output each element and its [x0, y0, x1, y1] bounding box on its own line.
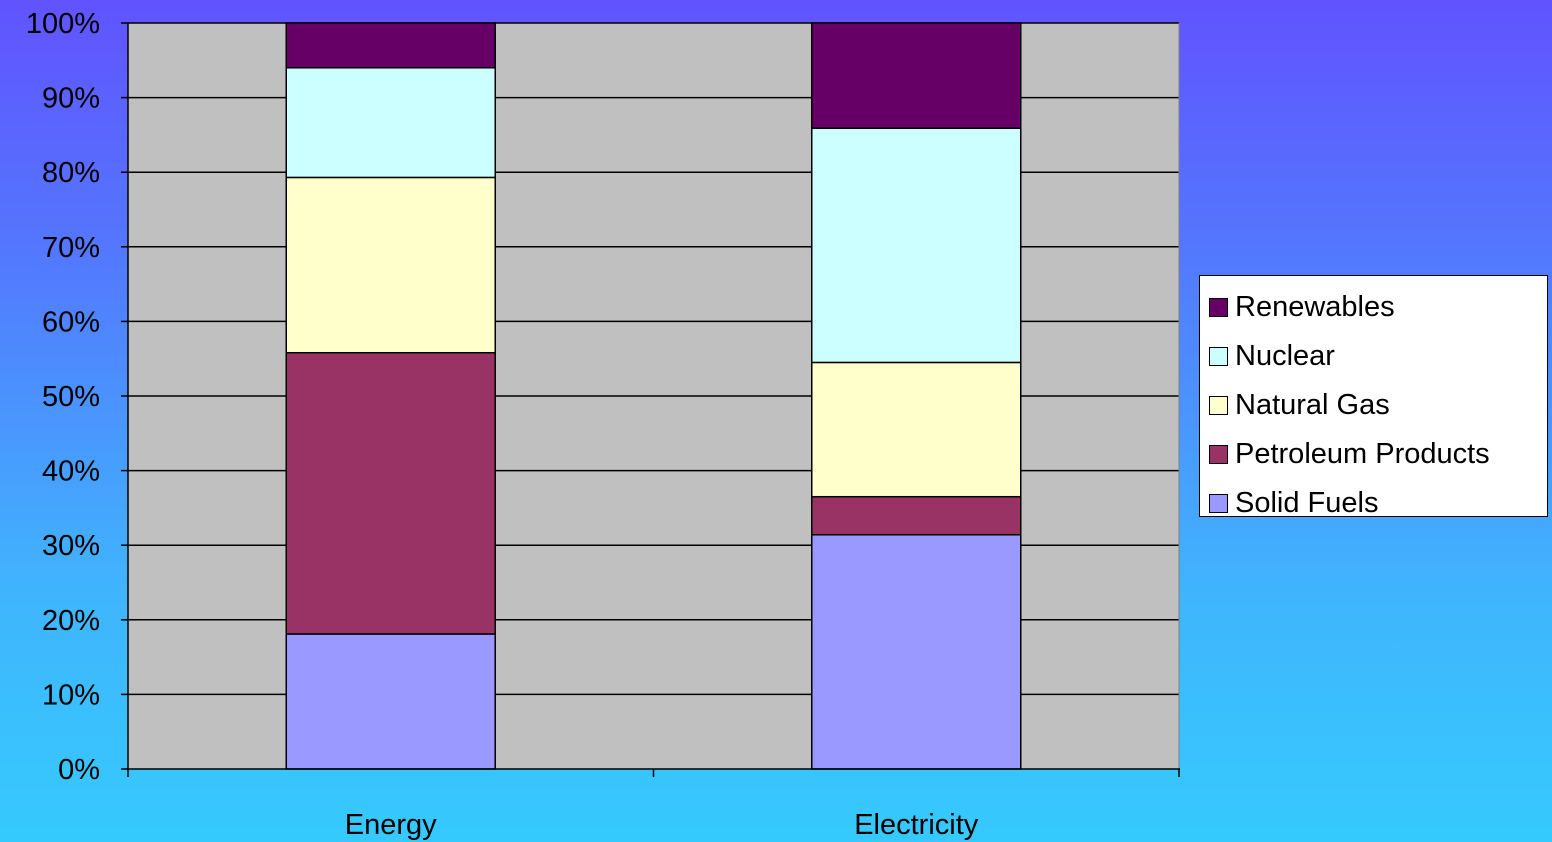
legend-swatch-renewables [1209, 298, 1228, 317]
legend-item-nuclear: Nuclear [1200, 332, 1547, 381]
y-tick-label: 40% [42, 456, 100, 488]
legend-item-natural-gas: Natural Gas [1200, 381, 1547, 430]
bar-segment-electricity-natural-gas [811, 361, 1022, 498]
y-tick-label: 80% [42, 157, 100, 189]
bar-segment-electricity-nuclear [811, 127, 1022, 364]
bar-segment-energy-petroleum-products [285, 351, 496, 635]
legend-item-renewables: Renewables [1200, 283, 1547, 332]
y-tick-label: 0% [58, 754, 100, 786]
legend: Renewables Nuclear Natural Gas Petroleum… [1199, 275, 1548, 519]
bar-segment-energy-renewables [285, 22, 496, 69]
legend-swatch-petroleum-products [1209, 445, 1228, 464]
y-tick-label: 90% [42, 83, 100, 115]
x-tick-label-energy: Energy [345, 809, 437, 841]
bar-segment-energy-natural-gas [285, 176, 496, 354]
y-tick-label: 30% [42, 530, 100, 562]
x-tick-label-electricity: Electricity [854, 809, 979, 841]
bar-segment-electricity-petroleum-products [811, 495, 1022, 536]
legend-swatch-nuclear [1209, 347, 1228, 366]
legend-swatch-solid-fuels [1209, 494, 1228, 513]
legend-label-nuclear: Nuclear [1235, 340, 1335, 372]
legend-swatch-natural-gas [1209, 396, 1228, 415]
y-tick-label: 60% [42, 306, 100, 338]
legend-label-renewables: Renewables [1235, 291, 1395, 323]
y-tick-label: 50% [42, 381, 100, 413]
legend-label-natural-gas: Natural Gas [1235, 389, 1390, 421]
legend-item-solid-fuels: Solid Fuels [1200, 479, 1547, 528]
legend-label-petroleum-products: Petroleum Products [1235, 438, 1490, 470]
y-tick-label: 10% [42, 679, 100, 711]
legend-label-solid-fuels: Solid Fuels [1235, 487, 1379, 519]
bar-segment-electricity-renewables [811, 22, 1022, 129]
y-tick-label: 20% [42, 605, 100, 637]
y-tick-label: 70% [42, 232, 100, 264]
bar-segment-energy-nuclear [285, 67, 496, 179]
y-tick-label: 100% [26, 8, 100, 40]
bar-segment-energy-solid-fuels [285, 633, 496, 770]
bar-segment-electricity-solid-fuels [811, 534, 1022, 770]
legend-item-petroleum-products: Petroleum Products [1200, 430, 1547, 479]
